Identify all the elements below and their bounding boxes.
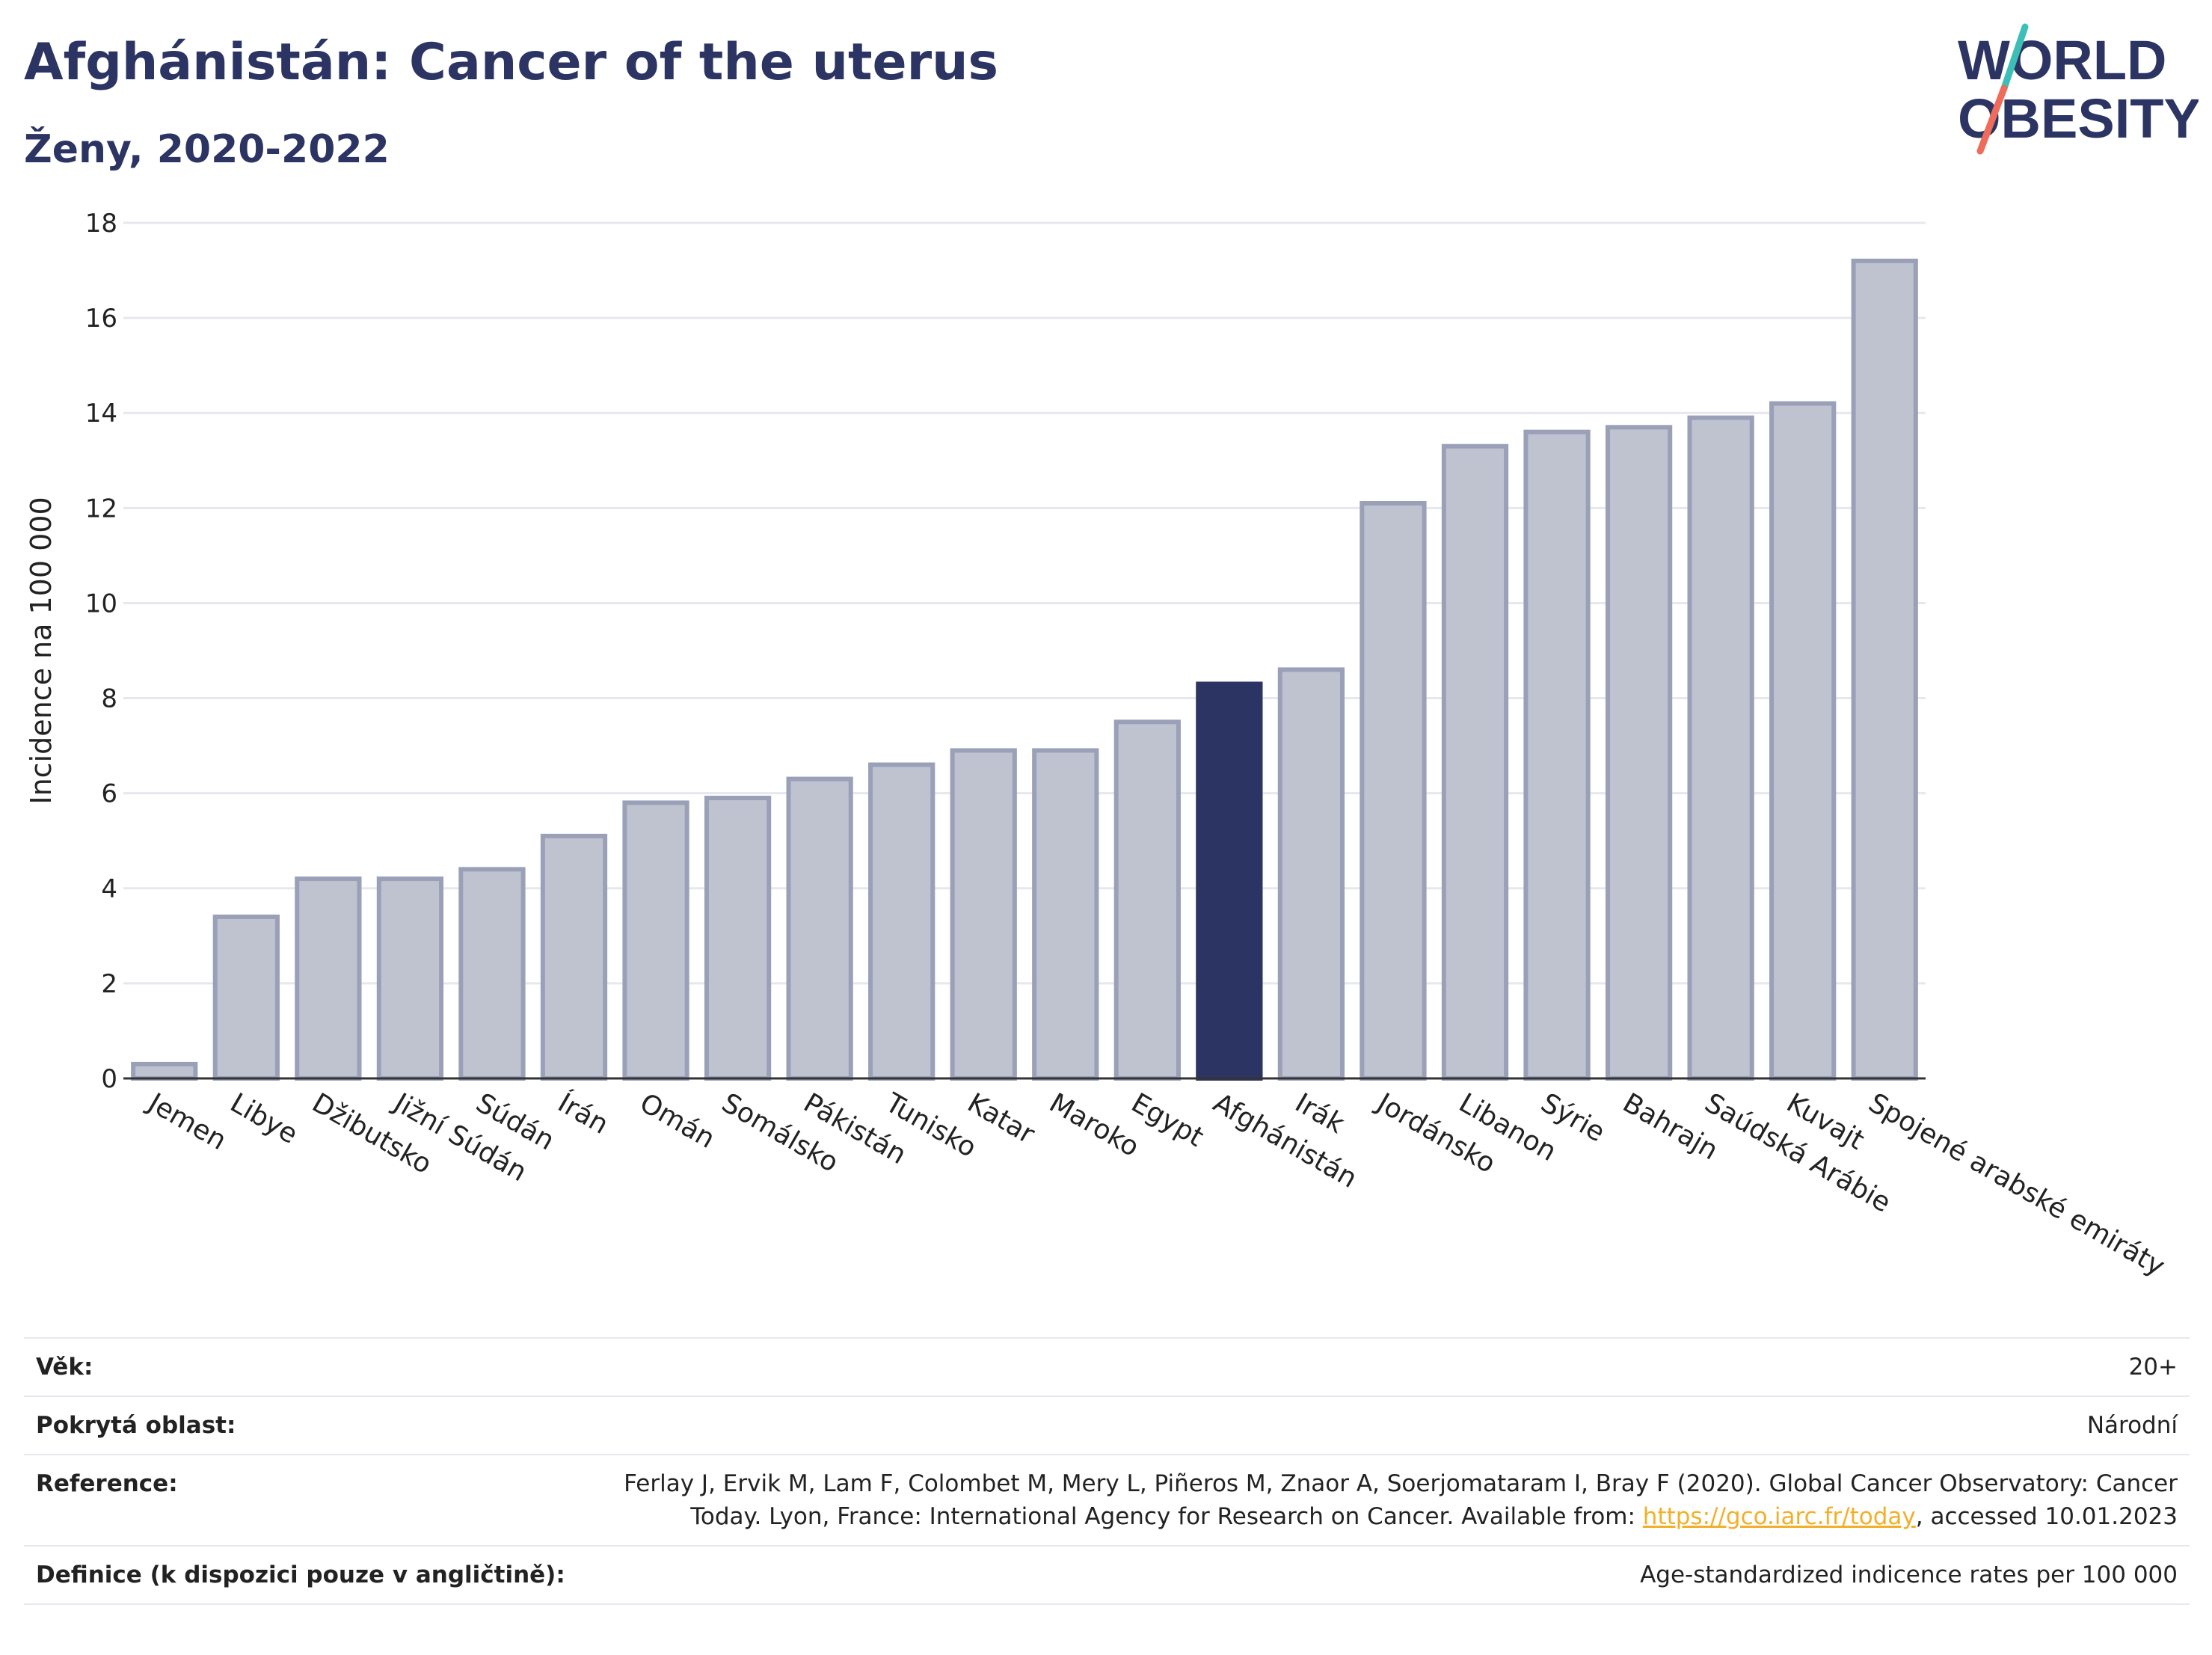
bar-Kuvajt[interactable] [1769, 401, 1837, 1081]
x-tick-label: Maroko [1044, 1087, 1144, 1163]
bar-Sýrie[interactable] [1523, 429, 1591, 1081]
y-tick-label: 8 [101, 684, 117, 714]
x-tick-label: Jemen [142, 1087, 232, 1156]
coverage-value: Národní [2086, 1412, 2178, 1439]
y-tick-label: 10 [85, 589, 117, 618]
bar-Bahrajn[interactable] [1605, 425, 1673, 1081]
reference-line1: Ferlay J, Ervik M, Lam F, Colombet M, Me… [624, 1470, 2178, 1497]
bar-Maroko[interactable] [1032, 748, 1099, 1081]
bar-Libye[interactable] [212, 914, 280, 1081]
bar-Jordánsko[interactable] [1360, 500, 1427, 1081]
world-obesity-logo: WORLD OBESITY [1958, 23, 2199, 155]
y-tick-label: 0 [101, 1064, 117, 1094]
y-tick-label: 2 [101, 969, 117, 999]
bars [131, 258, 1918, 1081]
y-tick-label: 14 [85, 399, 117, 429]
bar-Katar[interactable] [950, 748, 1017, 1081]
definition-label: Definice (k dispozici pouze v angličtině… [36, 1562, 565, 1588]
y-axis-ticks: 0 2 4 6 8 10 12 14 16 18 [85, 209, 117, 1094]
bar-Tunisko[interactable] [868, 762, 936, 1081]
page-title: Afghánistán: Cancer of the uterus [24, 33, 999, 92]
meta-row-age: Věk: 20+ [24, 1337, 2190, 1395]
bar-Írán[interactable] [540, 833, 608, 1081]
bar-Saúdská Arábie[interactable] [1687, 415, 1754, 1081]
bar-Somálsko[interactable] [704, 796, 772, 1081]
age-label: Věk: [36, 1354, 93, 1381]
coverage-label: Pokrytá oblast: [36, 1412, 236, 1439]
bar-Irák[interactable] [1277, 667, 1345, 1081]
y-tick-label: 4 [101, 874, 117, 904]
bar-Omán[interactable] [622, 800, 689, 1081]
bar-Libanon[interactable] [1441, 443, 1509, 1081]
bar-Pákistán[interactable] [786, 776, 853, 1081]
y-tick-label: 16 [85, 304, 117, 334]
definition-value: Age-standardized indicence rates per 100… [1640, 1562, 2178, 1588]
page-subtitle: Ženy, 2020-2022 [24, 127, 390, 172]
y-axis-label: Incidence na 100 000 [25, 497, 58, 804]
bar-Jemen[interactable] [131, 1061, 198, 1081]
reference-link[interactable]: https://gco.iarc.fr/today [1642, 1503, 1916, 1530]
age-value: 20+ [2128, 1354, 2178, 1381]
bar-Egypt[interactable] [1113, 719, 1181, 1081]
meta-row-reference: Reference: Ferlay J, Ervik M, Lam F, Col… [24, 1454, 2190, 1545]
bar-Jižní Súdán[interactable] [376, 876, 444, 1081]
reference-line2-prefix: Today. Lyon, France: International Agenc… [690, 1503, 1643, 1530]
svg-text:WORLD: WORLD [1958, 29, 2167, 91]
metadata-table: Věk: 20+ Pokrytá oblast: Národní Referen… [24, 1337, 2190, 1605]
bar-Súdán[interactable] [458, 867, 526, 1081]
bar-Spojené arabské emiráty[interactable] [1851, 258, 1918, 1081]
bar-Džibutsko[interactable] [295, 876, 362, 1081]
x-tick-label: Afghánistán [1208, 1087, 1362, 1194]
reference-line2-suffix: , accessed 10.01.2023 [1915, 1503, 2178, 1530]
reference-value: Ferlay J, Ervik M, Lam F, Colombet M, Me… [624, 1467, 2178, 1533]
meta-row-definition: Definice (k dispozici pouze v angličtině… [24, 1545, 2190, 1605]
bar-Afghánistán[interactable] [1196, 681, 1263, 1081]
y-tick-label: 12 [85, 494, 117, 523]
x-tick-label: Spojené arabské emiráty [1864, 1087, 2170, 1282]
x-tick-label: Libye [225, 1087, 303, 1150]
reference-label: Reference: [36, 1470, 178, 1497]
x-tick-label: Omán [635, 1087, 720, 1155]
meta-row-coverage: Pokrytá oblast: Národní [24, 1395, 2190, 1454]
y-tick-label: 6 [101, 779, 117, 809]
x-tick-label: Írán [553, 1087, 614, 1140]
y-tick-label: 18 [85, 209, 117, 239]
